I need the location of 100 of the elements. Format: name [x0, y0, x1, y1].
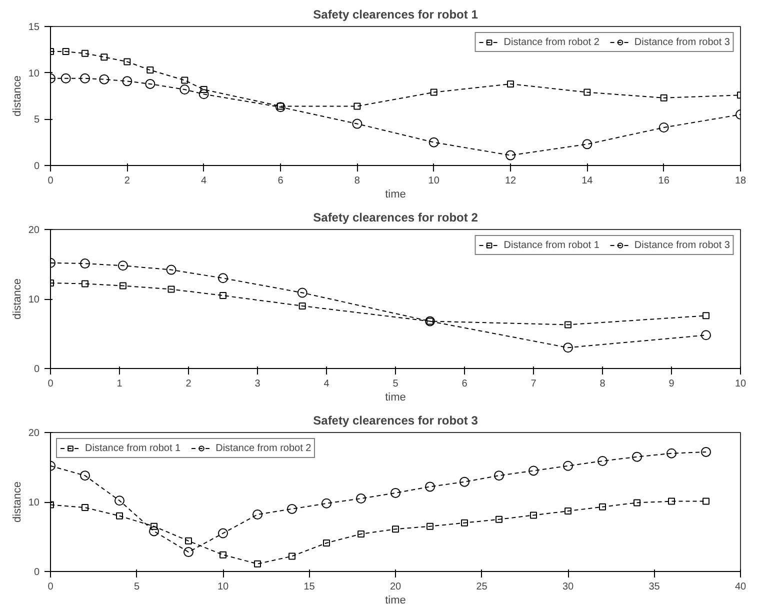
point	[149, 526, 159, 536]
point	[220, 551, 226, 558]
point	[584, 88, 591, 96]
x-tick-label: 5	[134, 582, 140, 592]
x-tick-label: 3	[254, 378, 261, 390]
point	[358, 530, 364, 538]
point	[287, 504, 297, 514]
x-tick-label: 40	[734, 582, 746, 592]
point	[145, 78, 156, 89]
x-axis-title: time	[385, 594, 406, 606]
point	[660, 94, 668, 102]
x-tick-label: 9	[668, 378, 675, 390]
point	[701, 446, 711, 457]
y-tick-label: 20	[28, 225, 40, 236]
x-tick-label: 0	[48, 176, 54, 186]
point	[426, 522, 434, 530]
point	[277, 102, 284, 110]
legend-label: Distance from robot 2	[504, 36, 600, 48]
chart-title: Safety clearences for robot 3	[313, 414, 478, 428]
legend-label: Distance from robot 3	[634, 36, 730, 48]
y-tick-label: 15	[28, 22, 40, 33]
point	[702, 312, 710, 320]
point	[530, 512, 537, 519]
point	[288, 552, 296, 560]
y-tick-label: 0	[34, 364, 40, 375]
x-tick-label: 35	[648, 582, 660, 592]
point	[150, 522, 158, 530]
point	[392, 526, 399, 533]
x-tick-label: 25	[476, 582, 488, 592]
point	[181, 76, 188, 84]
point	[200, 86, 208, 94]
point	[198, 89, 209, 100]
point	[119, 282, 126, 290]
y-tick-label: 10	[28, 294, 40, 306]
point	[460, 476, 470, 487]
point	[168, 286, 175, 293]
x-tick-label: 6	[462, 378, 468, 390]
x-tick-label: 10	[217, 582, 229, 592]
point	[506, 150, 516, 160]
legend-label: Distance from robot 2	[216, 442, 312, 454]
point	[80, 258, 90, 269]
point	[352, 118, 362, 129]
point	[124, 58, 131, 66]
point	[146, 66, 154, 74]
point	[297, 288, 308, 298]
point	[634, 499, 640, 506]
point	[598, 456, 608, 466]
chart-title: Safety clearences for robot 1	[313, 8, 478, 22]
point	[356, 494, 366, 504]
x-tick-label: 10	[734, 378, 746, 390]
x-tick-label: 4	[201, 176, 208, 186]
x-tick-label: 0	[48, 378, 54, 390]
x-tick-label: 8	[354, 176, 360, 186]
x-tick-label: 30	[562, 582, 574, 592]
x-tick-label: 18	[734, 176, 746, 186]
point	[298, 302, 306, 310]
legend-label: Distance from robot 1	[504, 240, 600, 250]
point	[166, 264, 176, 275]
x-tick-label: 7	[530, 378, 537, 390]
point	[62, 48, 70, 56]
point	[114, 496, 124, 506]
point	[322, 498, 332, 508]
x-axis-title: time	[385, 392, 406, 404]
x-tick-label: 10	[428, 176, 440, 186]
x-tick-label: 8	[600, 378, 606, 390]
legend-label: Distance from robot 3	[634, 240, 730, 250]
x-tick-label: 0	[48, 582, 54, 592]
point	[218, 273, 228, 284]
x-tick-label: 20	[390, 582, 402, 592]
x-tick-label: 12	[504, 176, 516, 186]
point	[701, 330, 711, 340]
point	[122, 76, 132, 86]
point	[82, 50, 88, 57]
y-tick-label: 5	[34, 114, 40, 126]
legend-label: Distance from robot 1	[85, 442, 181, 454]
point	[632, 452, 642, 462]
y-axis-title: distance	[11, 76, 24, 116]
point	[100, 54, 108, 61]
point	[82, 280, 88, 288]
x-tick-label: 4	[324, 378, 330, 390]
point	[564, 321, 572, 328]
x-tick-label: 5	[392, 378, 399, 390]
point	[99, 74, 110, 84]
point	[528, 466, 538, 476]
point	[496, 516, 502, 523]
point	[666, 448, 676, 458]
y-axis-title: distance	[11, 482, 24, 522]
point	[390, 488, 400, 498]
point	[180, 84, 190, 95]
point	[461, 519, 468, 526]
point	[80, 470, 90, 481]
x-tick-label: 16	[658, 176, 670, 186]
point	[185, 537, 192, 544]
x-tick-label: 6	[278, 176, 284, 186]
x-tick-label: 2	[186, 378, 192, 390]
point	[494, 470, 504, 481]
y-tick-label: 10	[28, 498, 40, 508]
point	[116, 512, 123, 520]
x-tick-label: 14	[582, 176, 594, 186]
y-tick-label: 0	[34, 567, 40, 578]
